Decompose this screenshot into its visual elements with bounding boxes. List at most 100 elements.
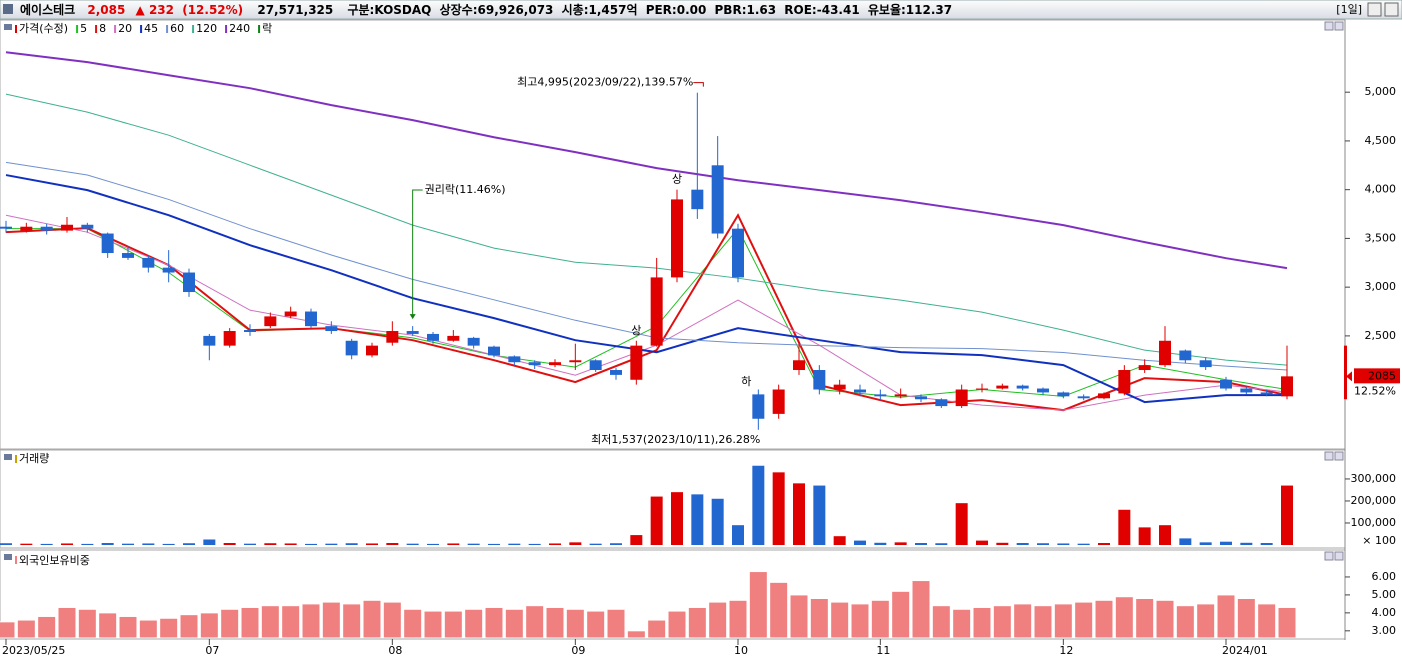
foreign-bar	[972, 606, 992, 639]
volume-bar	[0, 543, 12, 545]
foreign-bar	[464, 608, 484, 639]
foreign-bar	[301, 603, 321, 639]
pane-icon	[4, 554, 12, 560]
candle-body	[610, 370, 622, 375]
header: 에이스테크 2,085 ▲ 232 (12.52%) 27,571,325 구분…	[20, 2, 952, 17]
legend-swatch	[95, 25, 98, 33]
volume-bar	[508, 543, 521, 545]
foreign-bar	[118, 615, 138, 639]
foreign-bar	[687, 606, 707, 639]
volume-bar	[61, 543, 73, 545]
y-tick-label: 4,500	[1365, 134, 1397, 147]
volume-bar	[1037, 543, 1049, 545]
candle-body	[467, 337, 480, 346]
candle-body	[142, 257, 155, 268]
volume-bar	[671, 492, 683, 545]
x-tick-label: 2024/01	[1222, 644, 1268, 657]
ma-line	[5, 213, 1288, 412]
per: PER:0.00	[646, 3, 707, 17]
y-tick-label: 3,500	[1365, 231, 1397, 244]
candle-body	[61, 224, 73, 231]
volume-bar	[630, 535, 643, 545]
candle-body	[691, 189, 704, 210]
volume-bar	[183, 543, 195, 545]
candle-body	[1199, 360, 1212, 368]
foreign-bar	[443, 610, 463, 639]
volume-bar	[101, 543, 114, 545]
foreign-bar	[362, 599, 382, 639]
legend-label: 가격(수정)	[19, 22, 68, 35]
legend-swatch	[166, 25, 169, 33]
candle-body	[549, 362, 561, 366]
candle-body	[1179, 350, 1192, 361]
candle-body	[447, 335, 460, 341]
candle-body	[508, 356, 521, 363]
y-tick-label: 3,000	[1365, 280, 1397, 293]
candle-body	[711, 165, 724, 234]
foreign-bar	[57, 606, 77, 639]
ex-rights-head	[409, 314, 416, 320]
foreign-bar	[260, 605, 280, 639]
legend-label: 락	[262, 22, 272, 35]
volume-bar	[650, 496, 663, 545]
foreign-bar	[1257, 603, 1277, 639]
legend-swatch	[258, 25, 261, 33]
foreign-bar	[911, 580, 931, 639]
foreign-bar	[77, 608, 97, 639]
volume-bar	[854, 540, 866, 545]
foreign-bar	[1135, 598, 1155, 639]
unit-label: × 100	[1362, 534, 1396, 547]
legend-swatch	[114, 25, 117, 33]
volume-bar	[345, 543, 358, 545]
volume-bar	[691, 494, 704, 545]
candle-body	[40, 226, 53, 231]
limit-down-mark: 하	[741, 374, 751, 388]
candle-body	[406, 331, 419, 334]
close-button[interactable]	[1384, 2, 1399, 17]
volume-bar	[203, 539, 216, 545]
volume-bar	[1057, 543, 1070, 545]
volume-bar	[305, 543, 317, 545]
foreign-bar	[342, 603, 362, 639]
foreign-bar	[789, 594, 809, 639]
foreign-bar	[1013, 603, 1033, 639]
volume-bar	[386, 543, 399, 545]
foreign-bar	[830, 601, 850, 639]
volume: 27,571,325	[257, 3, 333, 17]
volume-bar	[1220, 541, 1232, 545]
volume-bar	[894, 542, 907, 545]
volume-bar	[1118, 509, 1131, 545]
candle-body	[569, 360, 582, 363]
volume-bar	[325, 543, 338, 545]
foreign-bar	[1114, 596, 1134, 639]
volume-bar	[833, 536, 846, 545]
volume-bar	[1281, 485, 1293, 545]
title-bar	[0, 0, 1402, 20]
foreign-bar	[667, 610, 687, 639]
candle-body	[305, 311, 317, 327]
foreign-bar	[321, 601, 341, 639]
foreign-bar	[952, 608, 972, 639]
y-tick-label: 4.00	[1372, 606, 1397, 619]
foreign-bar	[199, 612, 219, 639]
period[interactable]: [1일]	[1336, 2, 1362, 16]
foreign-bar	[525, 605, 545, 639]
candle-body	[1057, 392, 1070, 397]
foreign-bar	[423, 610, 443, 639]
volume-bar	[488, 543, 500, 545]
foreign-bar	[708, 601, 728, 639]
foreign-bar	[1277, 606, 1297, 639]
candle-body	[650, 277, 663, 346]
candle-body	[203, 335, 216, 346]
volume-bar	[467, 543, 480, 545]
maximize-button[interactable]	[1367, 2, 1382, 17]
foreign-bar	[240, 606, 260, 639]
panes	[0, 19, 1346, 640]
change-pct: (12.52%)	[182, 3, 243, 17]
x-tick-label: 07	[205, 644, 219, 657]
volume-bar	[406, 543, 419, 545]
volume-bar	[589, 543, 602, 545]
candle-body	[183, 272, 195, 293]
candle-body	[1220, 379, 1232, 389]
volume-bar	[793, 483, 805, 545]
